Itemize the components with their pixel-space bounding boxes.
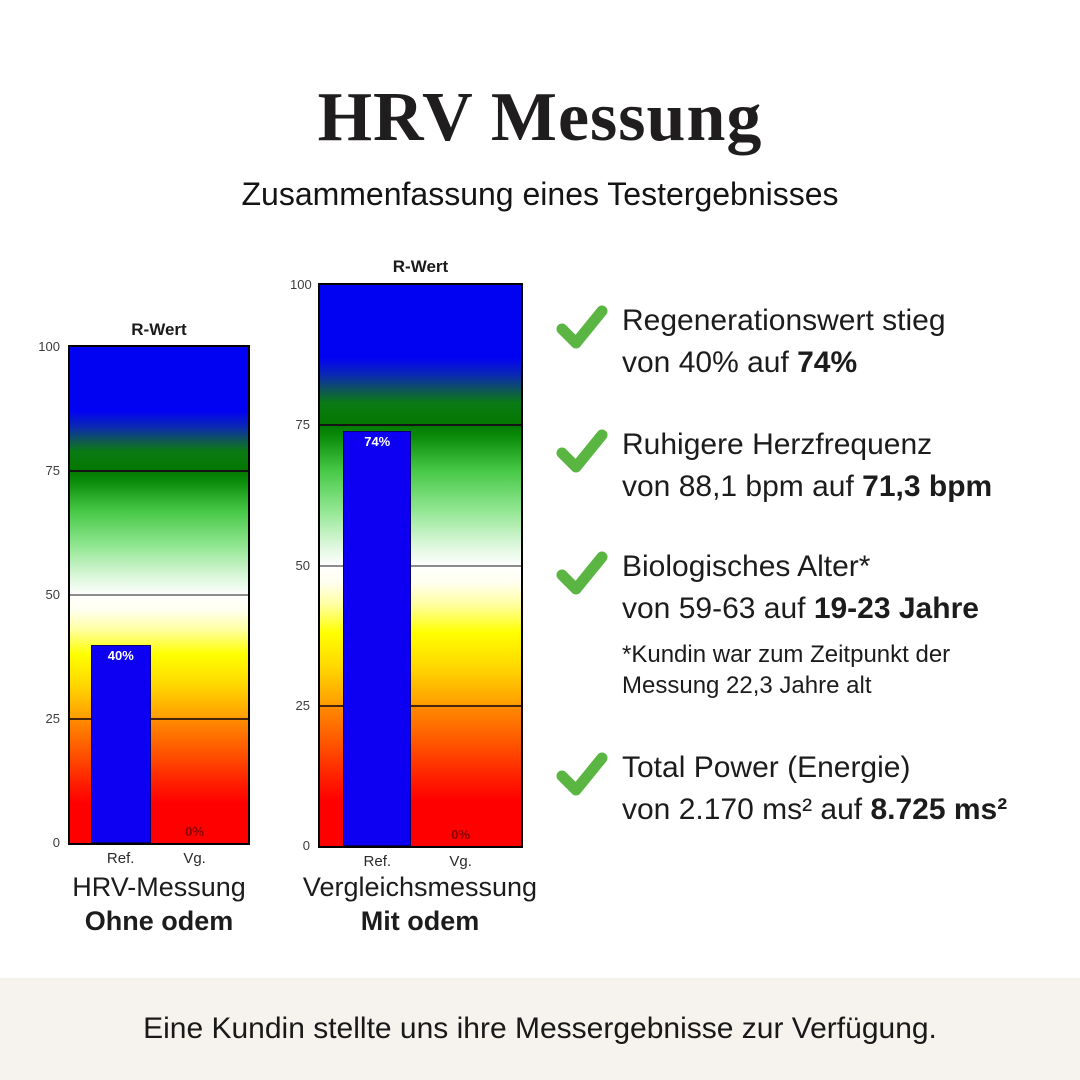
- footer-text: Eine Kundin stellte uns ihre Messergebni…: [143, 1012, 937, 1045]
- benefit-line2: von 40% auf 74%: [622, 346, 858, 379]
- chart-caption: HRV-Messung Ohne odem: [9, 870, 309, 938]
- chart-caption-line2: Mit odem: [360, 906, 480, 936]
- benefit-line1: Regenerationswert stieg: [622, 304, 946, 337]
- x-axis-category-label: Vg.: [183, 850, 206, 867]
- chart-caption: Vergleichsmessung Mit odem: [270, 870, 570, 938]
- y-axis-tick-label: 25: [295, 697, 310, 713]
- gridline: [70, 470, 248, 472]
- y-axis-tick-label: 25: [45, 711, 60, 726]
- chart-title: R-Wert: [392, 257, 449, 276]
- bar-value-label: 0%: [185, 824, 204, 839]
- benefit-footnote-line1: *Kundin war zum Zeitpunkt der: [622, 641, 951, 668]
- benefit-line2: von 59-63 auf 19-23 Jahre: [622, 592, 979, 625]
- benefit-line2: von 2.170 ms² auf 8.725 ms²: [622, 793, 1008, 826]
- y-axis-tick-label: 75: [295, 417, 310, 433]
- bar-value-label: 0%: [451, 827, 471, 842]
- check-icon: [556, 751, 608, 797]
- gridline: [320, 564, 521, 567]
- value-bar: [343, 430, 412, 846]
- chart-hrv-after: R-Wert 74% 0% Vergleichsmessung Mit odem …: [290, 255, 550, 958]
- chart-caption-line1: Vergleichsmessung: [302, 872, 538, 902]
- bar-value-label: 74%: [364, 433, 391, 449]
- check-icon: [556, 304, 608, 350]
- x-axis-category-label: Ref.: [106, 850, 135, 867]
- chart-hrv-before: R-Wert 40% 0% HRV-Messung Ohne odem 100 75…: [28, 318, 280, 958]
- x-axis-category-label: Ref.: [363, 853, 392, 870]
- check-icon: [556, 550, 608, 596]
- y-axis-tick-label: 75: [45, 463, 60, 478]
- x-axis-category-label: Vg.: [449, 853, 472, 870]
- page-subtitle: Zusammenfassung eines Testergebnisses: [241, 176, 839, 212]
- y-axis-tick-label: 100: [290, 277, 312, 292]
- benefits-list: Regenerationswert stieg von 40% auf 74% …: [556, 300, 1056, 831]
- footer-band: Eine Kundin stellte uns ihre Messergebni…: [0, 978, 1080, 1080]
- gridline: [320, 704, 521, 707]
- gridline: [70, 594, 248, 596]
- y-axis-tick-label: 0: [302, 838, 310, 853]
- bar-value-label: 40%: [107, 647, 134, 663]
- y-axis-tick-label: 0: [52, 835, 60, 850]
- chart-caption-line1: HRV-Messung: [72, 872, 246, 902]
- gridline: [320, 424, 521, 427]
- benefit-regeneration: Regenerationswert stieg von 40% auf 74%: [556, 300, 1056, 384]
- y-axis-tick-label: 50: [45, 587, 60, 602]
- page-title: HRV Messung: [317, 79, 763, 156]
- benefit-line2: von 88,1 bpm auf 71,3 bpm: [622, 470, 993, 503]
- chart-title: R-Wert: [131, 320, 187, 339]
- y-axis-tick-label: 100: [38, 339, 60, 354]
- chart-plot-area: 74% 0%: [318, 283, 523, 848]
- benefit-line1: Ruhigere Herzfrequenz: [622, 428, 933, 461]
- benefit-footnote-line2: Messung 22,3 Jahre alt: [622, 672, 872, 699]
- benefit-total-power: Total Power (Energie) von 2.170 ms² auf …: [556, 747, 1056, 831]
- chart-plot-area: 40% 0%: [68, 345, 250, 845]
- benefit-biological-age: Biologisches Alter* von 59-63 auf 19-23 …: [556, 546, 1056, 701]
- value-bar: [90, 644, 151, 843]
- benefit-line1: Total Power (Energie): [622, 751, 911, 784]
- check-icon: [556, 428, 608, 474]
- chart-caption-line2: Ohne odem: [84, 906, 234, 936]
- gridline: [70, 718, 248, 720]
- y-axis-tick-label: 50: [295, 557, 310, 573]
- benefit-heart-rate: Ruhigere Herzfrequenz von 88,1 bpm auf 7…: [556, 424, 1056, 508]
- benefit-line1: Biologisches Alter*: [622, 550, 871, 583]
